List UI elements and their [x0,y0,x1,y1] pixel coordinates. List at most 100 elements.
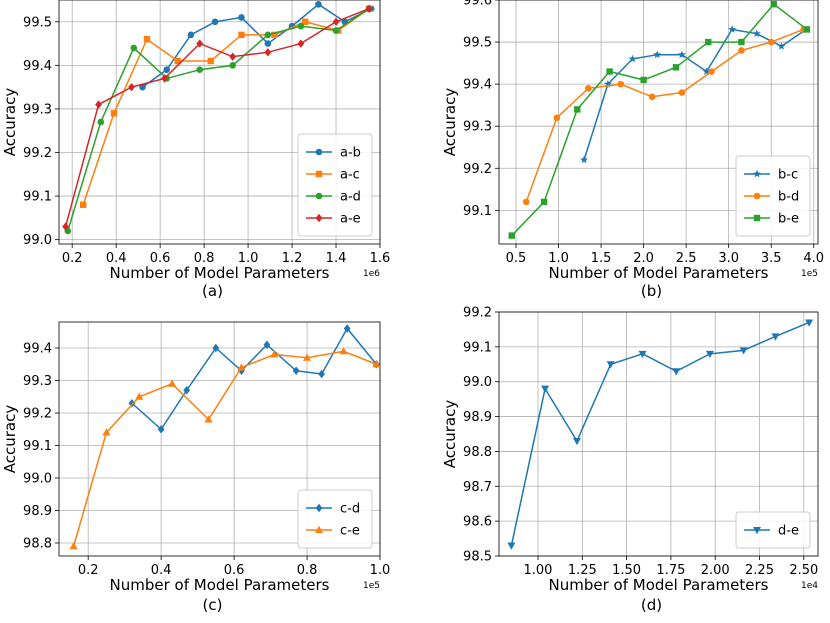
series-line [82,8,370,206]
data-point [297,39,305,48]
data-point [728,25,737,33]
y-tick-label: 99.0 [23,233,52,248]
y-axis-label: Accuracy [1,88,19,157]
data-point [653,50,662,59]
data-point [508,232,515,239]
y-tick-label: 99.2 [463,162,492,177]
x-tick-label: 2.0 [633,251,654,266]
data-point [541,385,550,393]
x-scale-label: 1e6 [363,269,380,279]
x-scale-label: 1e4 [801,581,818,591]
data-point [135,392,144,400]
data-point [97,118,105,126]
data-point [196,39,204,48]
x-tick-label: 1.0 [238,251,259,266]
legend-label: a-c [340,168,360,183]
data-point [771,333,780,341]
data-point [603,79,612,88]
y-tick-label: 98.9 [23,504,52,519]
y-tick-label: 99.3 [23,374,52,389]
x-tick-label: 4.0 [803,251,824,266]
plot-frame [498,0,819,245]
series-a-e [62,4,373,231]
data-point [738,38,745,46]
data-point [292,366,300,375]
legend-label: a-d [340,190,361,205]
data-point [365,4,373,13]
legend-marker [315,503,323,513]
x-scale-label: 1e5 [801,269,818,279]
data-point [540,198,548,206]
y-tick-label: 99.0 [23,472,52,487]
x-tick-label: 0.6 [150,251,171,266]
data-point [163,66,171,74]
data-point [238,31,245,39]
data-point [585,85,592,92]
x-tick-label: 3.0 [718,251,739,266]
data-point [174,57,181,65]
data-point [229,52,237,61]
chart-panel-b: 0.5 1.0 1.5 2.0 2.5 3.0 3.5 4.0 99.1 99.2 99.3 99.4… [441,0,824,300]
legend: b-c b-d b-e [735,155,811,237]
y-tick-label: 98.8 [23,537,52,552]
y-tick-label: 98.5 [463,550,492,565]
series-line [510,321,810,546]
y-tick-label: 99.3 [23,102,52,117]
legend-marker [315,192,323,200]
data-point [302,18,309,25]
data-point [738,47,745,54]
data-point [168,379,177,387]
y-tick-label: 99.5 [463,36,492,51]
chart-panel-c: 0.2 0.4 0.6 0.8 1.0 98.8 98.9 99.0 99.1 99.2 99.3 9… [1,321,390,614]
data-point [183,386,191,395]
subfigure-caption: (b) [641,282,662,300]
data-point [606,68,613,75]
x-tick-label: 0.4 [151,563,172,578]
data-point [315,1,322,8]
x-tick-label: 1.6 [370,251,391,266]
data-point [638,350,647,359]
data-point [95,100,102,109]
x-tick-label: 1.00 [524,563,553,578]
data-point [270,350,279,358]
data-point [237,363,246,371]
x-axis-label: Number of Model Parameters [110,264,330,282]
y-tick-label: 99.1 [23,439,52,454]
x-scale-label: 1e5 [363,581,380,591]
data-point [678,89,686,96]
y-tick-label: 98.6 [463,515,492,530]
data-point [187,31,195,39]
data-point [672,64,680,71]
legend-marker [753,192,761,200]
series-b-d [522,26,807,206]
data-point [767,38,775,46]
legend-box [297,489,373,549]
x-tick-label: 2.00 [701,563,730,578]
y-tick-label: 98.8 [463,445,492,460]
data-point [628,54,637,63]
legend-box [297,133,373,237]
data-point [606,361,615,369]
data-point [617,80,624,88]
data-point [204,415,213,423]
data-point [238,14,245,21]
series-line [131,327,377,431]
data-point [128,399,136,408]
legend: c-d c-e [297,489,373,549]
subfigure-caption: (a) [202,282,223,300]
x-tick-label: 3.5 [761,251,782,266]
data-point [705,350,714,359]
series-line [525,28,804,203]
data-point [207,57,214,65]
plot-frame [498,311,819,557]
data-point [212,343,220,353]
y-tick-label: 99.5 [23,15,52,30]
data-point [339,347,348,355]
x-tick-label: 0.4 [106,251,127,266]
data-point [648,93,656,101]
x-tick-label: 0.8 [194,251,215,266]
data-point [507,542,516,550]
data-point [677,50,686,59]
y-tick-label: 99.2 [23,146,52,161]
